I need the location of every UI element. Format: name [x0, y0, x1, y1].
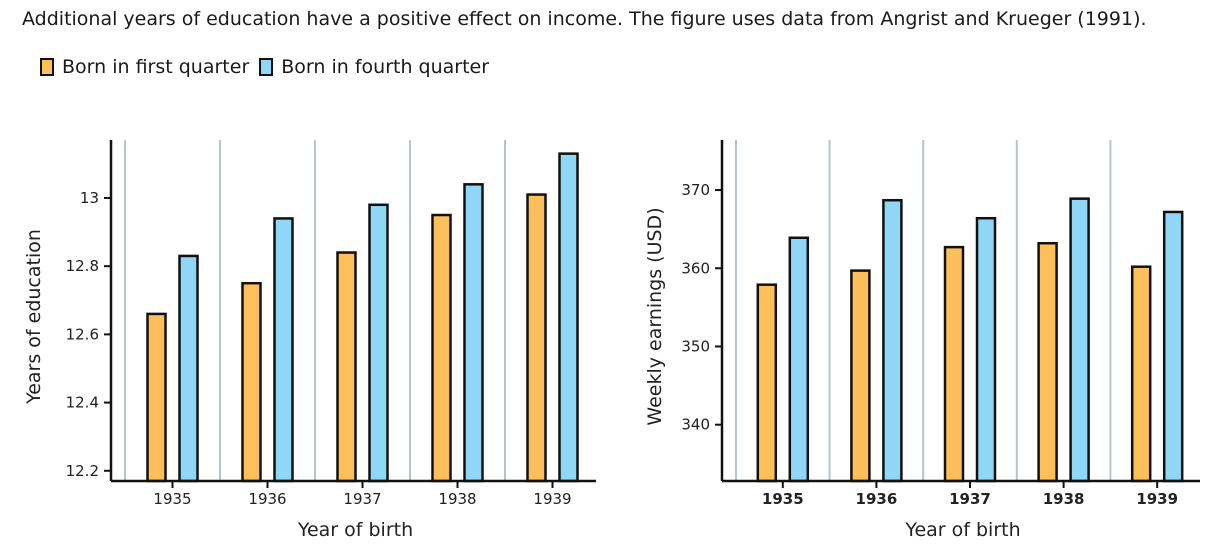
- x-tick-label: 1938: [1043, 490, 1085, 508]
- bar-first-quarter-1939: [1130, 265, 1152, 483]
- y-tick-label: 12.2: [66, 462, 99, 480]
- figure-caption: Additional years of education have a pos…: [22, 8, 1147, 30]
- legend-label-fourth-quarter: Born in fourth quarter: [281, 56, 490, 78]
- bar-fourth-quarter-1935: [788, 236, 810, 483]
- x-tick-label: 1939: [533, 490, 571, 508]
- x-tick-label: 1939: [1136, 490, 1178, 508]
- y-tick-label: 340: [681, 416, 710, 434]
- chart-1: 1935 1936 1937 1938 1939 12.2 12.4 12.6 12.8 13 Ye…: [23, 140, 596, 541]
- bar-fourth-quarter-1938: [1069, 197, 1090, 483]
- x-tick-label: 1936: [248, 490, 286, 508]
- bar-first-quarter-1938: [1037, 241, 1058, 483]
- y-tick-label: 13: [80, 189, 99, 207]
- x-axis-label: Year of birth: [297, 519, 413, 541]
- bar-fourth-quarter-1936: [882, 198, 903, 483]
- y-tick-label: 370: [681, 181, 710, 199]
- y-tick-label: 12.4: [66, 394, 99, 412]
- bar-fourth-quarter-1936: [273, 217, 294, 483]
- y-axis-label: Years of education: [23, 229, 45, 405]
- legend: Born in first quarter Born in fourth qua…: [40, 56, 499, 78]
- legend-item-first-quarter: Born in first quarter: [40, 56, 249, 78]
- bar-fourth-quarter-1935: [178, 254, 199, 483]
- x-tick-label: 1935: [153, 490, 191, 508]
- bar-first-quarter-1935: [146, 312, 167, 483]
- bar-first-quarter-1936: [850, 269, 871, 483]
- y-axis-label: Weekly earnings (USD): [644, 207, 666, 425]
- bar-first-quarter-1937: [943, 245, 965, 483]
- x-tick-label: 1936: [856, 490, 898, 508]
- bar-first-quarter-1938: [431, 213, 452, 483]
- x-axis-label: Year of birth: [904, 519, 1020, 541]
- bar-first-quarter-1939: [526, 193, 547, 483]
- bar-fourth-quarter-1938: [463, 183, 484, 483]
- bar-fourth-quarter-1937: [975, 216, 997, 483]
- bar-first-quarter-1936: [241, 281, 262, 483]
- legend-swatch-fourth-quarter: [259, 58, 274, 76]
- y-tick-label: 12.8: [66, 257, 99, 275]
- bar-fourth-quarter-1939: [1162, 210, 1184, 483]
- x-tick-label: 1937: [343, 490, 381, 508]
- y-tick-label: 360: [681, 259, 710, 277]
- legend-item-fourth-quarter: Born in fourth quarter: [259, 56, 489, 78]
- y-tick-label: 12.6: [66, 325, 99, 343]
- bar-fourth-quarter-1939: [558, 152, 579, 483]
- bar-first-quarter-1935: [756, 283, 778, 483]
- x-tick-label: 1935: [762, 490, 804, 508]
- x-tick-label: 1937: [949, 490, 991, 508]
- legend-label-first-quarter: Born in first quarter: [62, 56, 250, 78]
- bar-first-quarter-1937: [336, 251, 357, 483]
- x-tick-label: 1938: [438, 490, 476, 508]
- bar-fourth-quarter-1937: [368, 203, 389, 483]
- y-tick-label: 350: [681, 337, 710, 355]
- legend-swatch-first-quarter: [40, 58, 54, 76]
- chart-2: 1935 1936 1937 1938 1939 340 350 360 370 Year of …: [644, 140, 1200, 541]
